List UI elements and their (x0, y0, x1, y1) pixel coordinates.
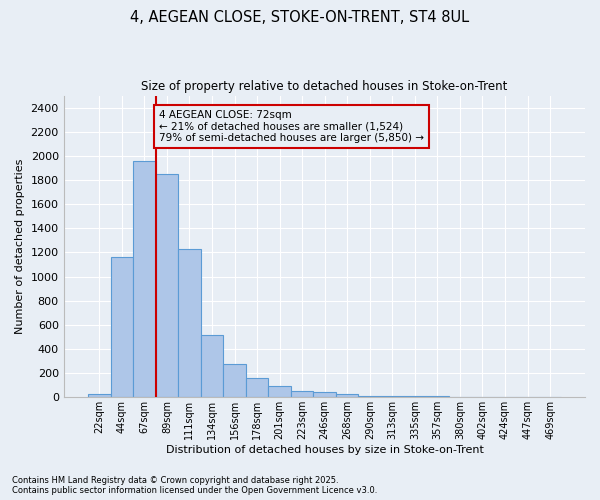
Bar (539, 396, 562, 398)
Text: Contains HM Land Registry data © Crown copyright and database right 2025.
Contai: Contains HM Land Registry data © Crown c… (12, 476, 377, 495)
Bar (404, 396, 426, 398)
Bar (155, 174, 178, 398)
Bar (381, 396, 404, 398)
Bar (133, 160, 155, 398)
Bar (471, 396, 494, 398)
Bar (291, 392, 313, 398)
Text: 4, AEGEAN CLOSE, STOKE-ON-TRENT, ST4 8UL: 4, AEGEAN CLOSE, STOKE-ON-TRENT, ST4 8UL (130, 10, 470, 25)
Bar (268, 386, 291, 398)
Bar (449, 396, 471, 398)
Bar (516, 396, 539, 398)
Bar (223, 364, 246, 398)
Bar (178, 249, 201, 398)
Bar (426, 396, 449, 398)
Bar (336, 394, 358, 398)
Bar (201, 334, 223, 398)
Bar (110, 258, 133, 398)
Bar (313, 392, 336, 398)
Bar (88, 394, 110, 398)
Text: 4 AEGEAN CLOSE: 72sqm
← 21% of detached houses are smaller (1,524)
79% of semi-d: 4 AEGEAN CLOSE: 72sqm ← 21% of detached … (159, 110, 424, 143)
Bar (494, 396, 516, 398)
Bar (358, 396, 381, 398)
X-axis label: Distribution of detached houses by size in Stoke-on-Trent: Distribution of detached houses by size … (166, 445, 484, 455)
Bar (246, 378, 268, 398)
Y-axis label: Number of detached properties: Number of detached properties (15, 158, 25, 334)
Title: Size of property relative to detached houses in Stoke-on-Trent: Size of property relative to detached ho… (142, 80, 508, 93)
